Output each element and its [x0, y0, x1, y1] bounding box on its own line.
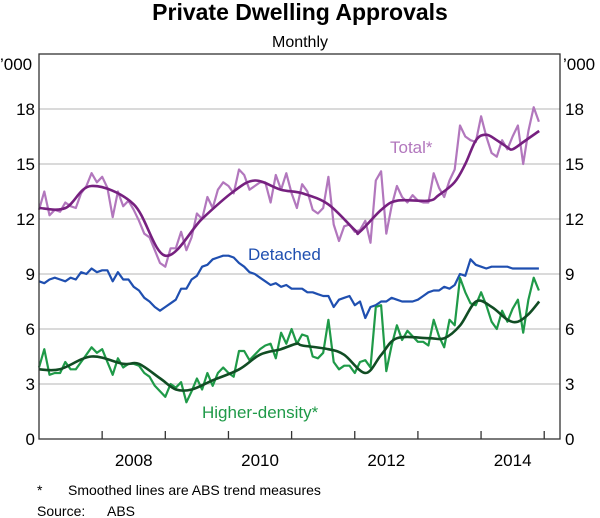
- y-tick-label-left: 9: [26, 265, 35, 284]
- y-tick-label-left: 15: [16, 155, 35, 174]
- x-tick-label: 2014: [494, 451, 532, 470]
- series-lines: [37, 106, 541, 404]
- y-tick-label-left: 6: [26, 320, 35, 339]
- y-tick-label-right: 0: [565, 430, 574, 449]
- y-tick-labels: 0 0 3 3 6 6 9 9 12 12 15 15 18 18: [16, 100, 584, 449]
- y-tick-label-right: 12: [565, 210, 584, 229]
- y-tick-label-right: 9: [565, 265, 574, 284]
- source-text: ABS: [107, 503, 135, 518]
- y-tick-label-right: 6: [565, 320, 574, 339]
- plot-frame: [38, 53, 561, 440]
- series-line-higher-density: [37, 276, 540, 404]
- x-tick-label: 2010: [241, 451, 279, 470]
- label-detached: Detached: [248, 245, 321, 264]
- x-tick-label: 2012: [367, 451, 405, 470]
- chart-title: Private Dwelling Approvals: [152, 0, 448, 25]
- label-higher-density: Higher-density*: [202, 403, 319, 422]
- footnote-marker: *: [37, 482, 43, 498]
- footnote-text: Smoothed lines are ABS trend measures: [68, 482, 321, 498]
- y-tick-label-right: 3: [565, 375, 574, 394]
- series-line-total-trend: [38, 129, 540, 258]
- gridlines: [39, 108, 560, 385]
- series-line-higher-density-trend: [38, 299, 541, 393]
- y-tick-label-left: 3: [26, 375, 35, 394]
- y-axis-unit-left: ’000: [0, 55, 32, 74]
- y-tick-label-right: 18: [565, 100, 584, 119]
- y-axis-unit-right: ’000: [563, 55, 595, 74]
- y-tick-label-right: 15: [565, 155, 584, 174]
- label-total: Total*: [390, 138, 433, 157]
- x-tick-label: 2008: [115, 451, 153, 470]
- chart-subtitle: Monthly: [272, 34, 328, 51]
- series-line-total: [37, 106, 540, 268]
- source-label: Source:: [37, 503, 85, 518]
- series-line-detached: [38, 254, 539, 320]
- y-tick-label-left: 0: [26, 430, 35, 449]
- x-ticks: 2008 2010 2012 2014: [101, 431, 545, 470]
- y-tick-label-left: 12: [16, 210, 35, 229]
- y-tick-label-left: 18: [16, 100, 35, 119]
